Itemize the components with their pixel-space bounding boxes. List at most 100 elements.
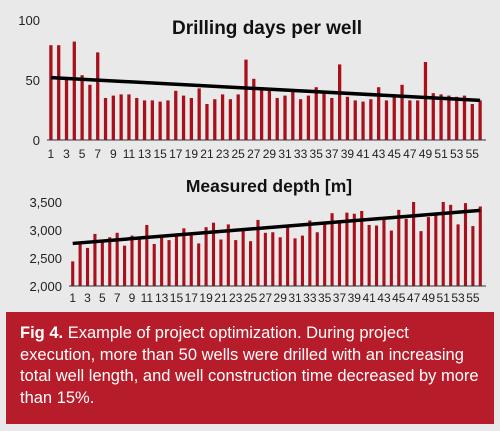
measured-depth-bar — [234, 240, 238, 286]
measured-depth-x-tick-label: 5 — [99, 291, 106, 305]
measured-depth-bar — [478, 206, 482, 286]
measured-depth-x-tick-label: 41 — [362, 291, 376, 305]
measured-depth-bar — [182, 228, 186, 286]
drilling-days-x-tick-label: 43 — [372, 147, 386, 160]
measured-depth-bar — [456, 224, 460, 286]
figure-caption: Fig 4. Example of project optimization. … — [6, 312, 494, 424]
measured-depth-x-tick-label: 33 — [303, 291, 317, 305]
drilling-days-bar — [166, 100, 170, 140]
drilling-days-bar — [181, 95, 186, 140]
drilling-days-bar — [244, 59, 248, 140]
measured-depth-x-tick-label: 55 — [466, 291, 480, 305]
drilling-days-bar — [345, 96, 350, 140]
drilling-days-bar — [72, 41, 76, 140]
measured-depth-y-tick-label: 3,500 — [29, 195, 62, 210]
measured-depth-x-tick-label: 1 — [69, 291, 76, 305]
measured-depth-bar — [167, 240, 171, 286]
drilling-days-x-tick-label: 25 — [232, 147, 246, 160]
drilling-days-bar — [338, 64, 342, 140]
measured-depth-bar — [441, 202, 445, 286]
drilling-days-x-tick-label: 33 — [294, 147, 308, 160]
measured-depth-bar — [323, 222, 327, 286]
measured-depth-x-tick-label: 13 — [155, 291, 169, 305]
drilling-days-bar — [298, 99, 303, 140]
drilling-days-bar — [470, 104, 474, 140]
measured-depth-bar — [345, 212, 349, 286]
drilling-days-bar — [197, 88, 201, 140]
drilling-days-bar — [353, 100, 357, 140]
drilling-days-x-tick-label: 49 — [419, 147, 433, 160]
drilling-days-bar — [408, 100, 412, 140]
measured-depth-x-tick-label: 53 — [451, 291, 465, 305]
drilling-days-bar — [447, 95, 451, 140]
drilling-days-x-tick-label: 41 — [356, 147, 370, 160]
measured-depth-bar — [419, 231, 423, 286]
measured-depth-bar — [137, 236, 141, 286]
measured-depth-bar — [426, 217, 430, 286]
drilling-days-bar — [259, 87, 264, 140]
measured-depth-bar — [145, 224, 149, 286]
measured-depth-y-tick-label: 3,000 — [29, 223, 62, 238]
drilling-days-bar — [462, 95, 467, 140]
drilling-days-bar — [96, 52, 100, 140]
drilling-days-bar — [213, 99, 217, 140]
measured-depth-bar — [249, 241, 253, 286]
drilling-days-bar — [80, 75, 84, 140]
measured-depth-bar — [130, 235, 134, 286]
drilling-days-x-tick-label: 9 — [110, 147, 117, 160]
drilling-days-bar — [103, 98, 108, 140]
drilling-days-bar — [416, 100, 420, 140]
measured-depth-bar — [404, 218, 408, 286]
drilling-days-bar — [49, 45, 53, 141]
drilling-days-x-tick-label: 11 — [123, 147, 136, 160]
drilling-days-x-tick-label: 31 — [278, 147, 292, 160]
measured-depth-x-tick-label: 37 — [333, 291, 347, 305]
drilling-days-bar — [392, 94, 396, 140]
measured-depth-x-tick-label: 39 — [348, 291, 362, 305]
measured-depth-bar — [211, 222, 216, 286]
drilling-days-bar — [439, 94, 443, 140]
measured-depth-bar — [449, 204, 453, 286]
measured-depth-x-tick-label: 17 — [185, 291, 199, 305]
drilling-days-bar — [135, 98, 139, 140]
drilling-days-bar — [174, 90, 178, 140]
measured-depth-bar — [226, 224, 230, 286]
measured-depth-bar — [219, 239, 223, 286]
drilling-days-bar — [150, 100, 154, 140]
measured-depth-y-tick-label: 2,500 — [29, 251, 62, 266]
measured-depth-x-tick-label: 3 — [84, 291, 91, 305]
measured-depth-bar — [330, 213, 334, 286]
measured-depth-bar — [85, 247, 90, 286]
drilling-days-bar — [384, 100, 389, 140]
drilling-days-bar — [275, 98, 279, 140]
measured-depth-x-tick-label: 49 — [422, 291, 436, 305]
measured-depth-bar — [308, 220, 312, 286]
drilling-days-bar — [431, 93, 435, 140]
measured-depth-bar — [160, 236, 164, 286]
measured-depth-bar — [471, 226, 475, 286]
measured-depth-bar — [78, 242, 82, 286]
measured-depth-x-tick-label: 19 — [199, 291, 213, 305]
drilling-days-y-tick-label: 100 — [18, 13, 40, 28]
drilling-days-bar — [267, 89, 272, 140]
drilling-days-x-tick-label: 35 — [310, 147, 324, 160]
drilling-days-bar — [220, 94, 225, 140]
drilling-days-y-tick-label: 50 — [26, 73, 40, 88]
drilling-days-bar — [283, 95, 287, 140]
measured-depth-x-tick-label: 25 — [244, 291, 258, 305]
drilling-days-x-tick-label: 27 — [247, 147, 261, 160]
measured-depth-bar — [189, 232, 193, 286]
drilling-days-bar — [478, 100, 482, 140]
measured-depth-bar — [115, 232, 119, 286]
measured-depth-bar — [204, 227, 208, 286]
drilling-days-bar — [158, 101, 162, 140]
drilling-days-x-tick-label: 17 — [169, 147, 183, 160]
measured-depth-bar — [463, 203, 468, 286]
measured-depth-x-tick-label: 45 — [392, 291, 406, 305]
measured-depth-bar — [367, 224, 371, 286]
drilling-days-x-tick-label: 39 — [341, 147, 355, 160]
drilling-days-x-tick-label: 29 — [263, 147, 277, 160]
measured-depth-bar — [108, 237, 112, 286]
drilling-days-x-tick-label: 3 — [63, 147, 70, 160]
